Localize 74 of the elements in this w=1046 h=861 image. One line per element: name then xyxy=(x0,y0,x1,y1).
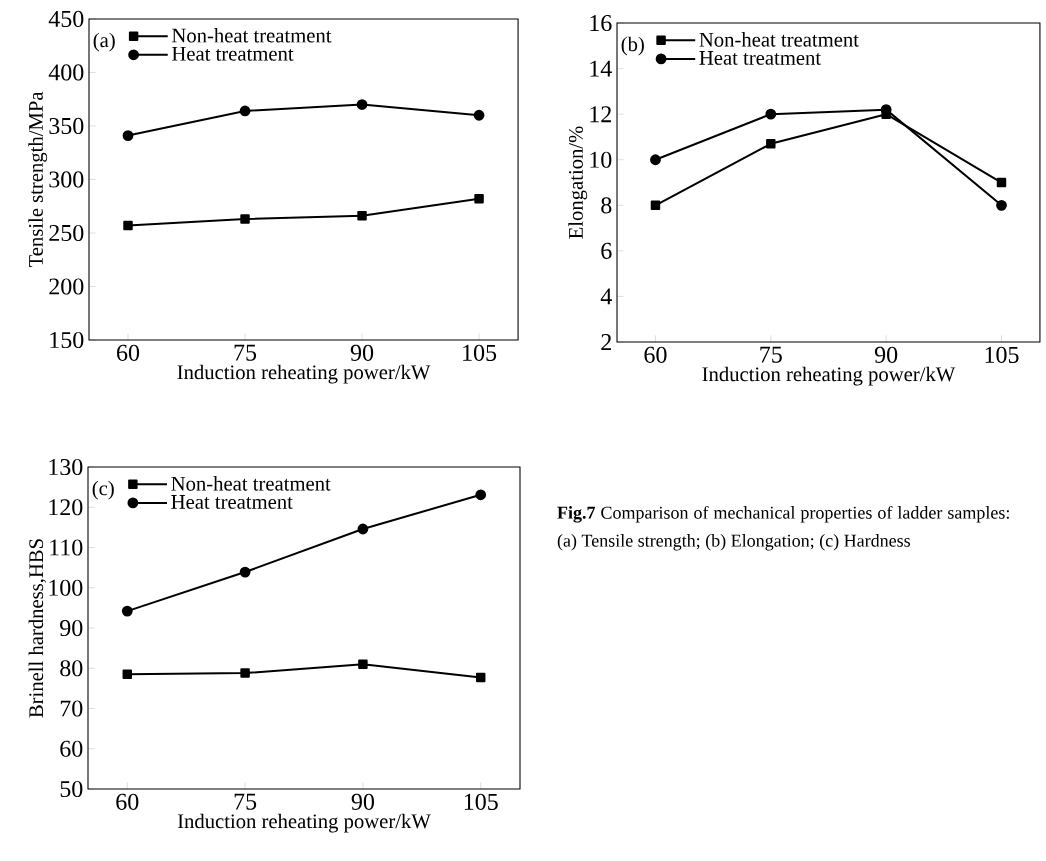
y-tick-label: 150 xyxy=(50,331,84,349)
y-tick-label: 14 xyxy=(590,60,612,77)
y-tick-label: 100 xyxy=(49,579,83,596)
point xyxy=(357,523,369,535)
legend-label: Non-heat treatment xyxy=(172,28,332,43)
x-tick-label: 75 xyxy=(234,344,257,361)
point xyxy=(475,489,487,501)
x-tick-label: 105 xyxy=(464,793,498,810)
text: Fig.7 Comparison of mechanical properties of ladder samples: (a) Tensile strength; (b) Elongation; (c) Hardness xyxy=(557,505,1009,551)
annotation: (c) xyxy=(92,480,114,500)
y-tick-label: 80 xyxy=(60,660,83,677)
y-tick-label: 60 xyxy=(60,740,83,757)
point xyxy=(240,214,250,224)
point xyxy=(122,130,134,141)
x-tick-label: 60 xyxy=(117,344,140,361)
x-tick-label: 90 xyxy=(350,344,374,361)
y-tick-label: 350 xyxy=(49,117,84,135)
y-tick-label: 110 xyxy=(50,539,83,556)
point xyxy=(239,566,251,578)
point xyxy=(996,199,1007,211)
x-axis-title: Induction reheating power/kW xyxy=(177,813,431,833)
legend-label: Non-heat treatment xyxy=(171,476,331,491)
y-tick-label: 50 xyxy=(60,780,83,798)
annotation: (a) xyxy=(93,32,115,52)
y-tick-label: 200 xyxy=(49,278,84,295)
y-tick-label: 2 xyxy=(601,334,611,350)
y-tick-label: 120 xyxy=(49,499,83,516)
point xyxy=(357,211,367,221)
point xyxy=(765,108,777,120)
point xyxy=(122,669,133,680)
y-tick-label: 10 xyxy=(590,151,612,168)
y-tick-label: 6 xyxy=(601,242,612,259)
legend-label: Heat treatment xyxy=(171,495,293,509)
y-tick-label: 16 xyxy=(590,15,612,32)
annotation: (b) xyxy=(621,36,644,56)
x-tick-label: 60 xyxy=(644,346,667,363)
point xyxy=(473,109,485,121)
point xyxy=(239,105,251,117)
legend-label: Non-heat treatment xyxy=(699,32,859,47)
point xyxy=(474,193,484,204)
point xyxy=(358,659,368,669)
x-tick-label: 90 xyxy=(351,793,374,810)
y-tick-label: 300 xyxy=(49,171,84,188)
x-axis-title: Induction reheating power/kW xyxy=(702,366,956,386)
point xyxy=(996,177,1007,188)
y-tick-label: 90 xyxy=(60,619,83,637)
x-tick-label: 90 xyxy=(874,346,898,363)
x-tick-label: 105 xyxy=(463,344,497,361)
y-axis-title: Tensile strength/MPa xyxy=(28,91,48,268)
point xyxy=(123,220,133,231)
y-tick-label: 8 xyxy=(601,197,612,214)
point xyxy=(650,154,661,166)
legend-label: Heat treatment xyxy=(172,47,294,61)
x-tick-label: 75 xyxy=(760,346,782,363)
y-axis-title: Brinell hardness,HBS xyxy=(28,539,47,718)
point xyxy=(475,672,486,683)
legend-label: Heat treatment xyxy=(699,51,821,65)
point xyxy=(121,605,133,617)
y-tick-label: 12 xyxy=(590,106,611,123)
x-axis-title: Induction reheating power/kW xyxy=(177,364,431,384)
x-tick-label: 75 xyxy=(234,793,257,810)
y-tick-label: 450 xyxy=(48,10,84,28)
y-tick-label: 250 xyxy=(49,224,84,242)
y-tick-label: 70 xyxy=(60,700,83,717)
point xyxy=(766,139,776,149)
y-tick-label: 400 xyxy=(48,64,84,81)
point xyxy=(650,200,661,211)
x-tick-label: 105 xyxy=(985,346,1019,363)
point xyxy=(356,99,368,110)
y-tick-label: 4 xyxy=(600,288,612,305)
point xyxy=(240,668,250,678)
y-axis-title: Elongation/% xyxy=(568,126,588,239)
x-tick-label: 60 xyxy=(116,793,139,810)
y-tick-label: 130 xyxy=(49,458,83,476)
